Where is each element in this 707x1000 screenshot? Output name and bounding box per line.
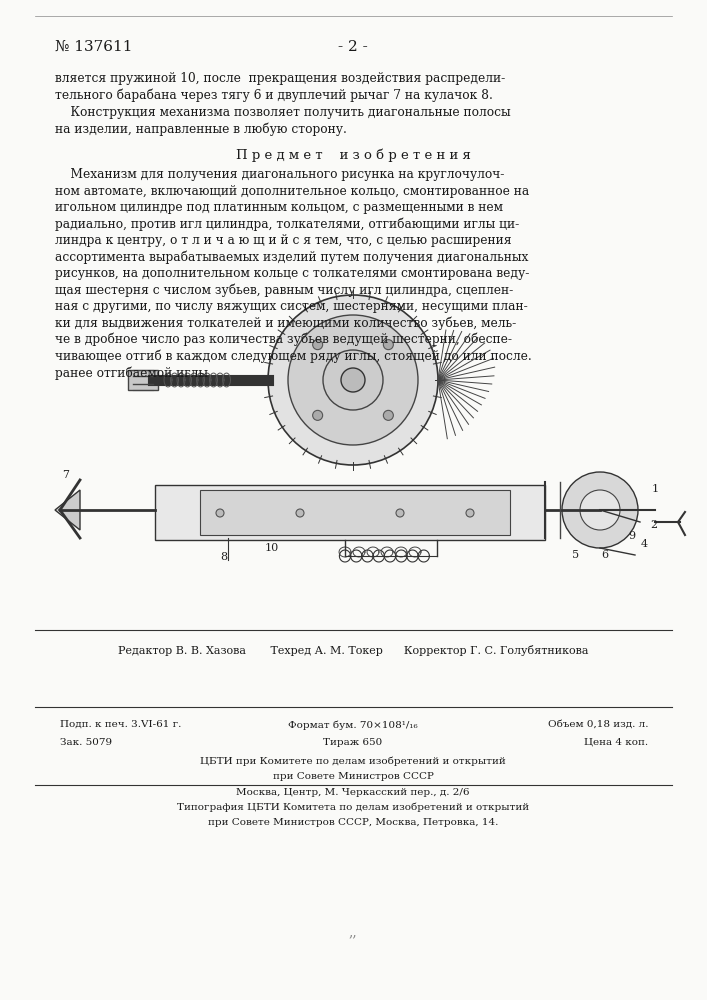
Text: Тираж 650: Тираж 650	[323, 738, 382, 747]
Text: 1: 1	[652, 484, 659, 494]
Text: Цена 4 коп.: Цена 4 коп.	[584, 738, 648, 747]
Text: ном автомате, включающий дополнительное кольцо, смонтированное на: ном автомате, включающий дополнительное …	[55, 184, 530, 198]
Bar	[200, 490, 510, 535]
Text: 6: 6	[601, 550, 608, 560]
Text: ки для выдвижения толкателей и имеющими количество зубьев, мель-: ки для выдвижения толкателей и имеющими …	[55, 316, 516, 330]
Text: при Совете Министров СССР, Москва, Петровка, 14.: при Совете Министров СССР, Москва, Петро…	[208, 818, 498, 827]
Text: № 137611: № 137611	[55, 40, 132, 54]
Text: ассортимента вырабатываемых изделий путем получения диагональных: ассортимента вырабатываемых изделий путе…	[55, 250, 528, 264]
Text: Москва, Центр, М. Черкасский пер., д. 2/6: Москва, Центр, М. Черкасский пер., д. 2/…	[236, 788, 469, 797]
Circle shape	[383, 340, 393, 350]
Circle shape	[396, 509, 404, 517]
Text: вляется пружиной 10, после  прекращения воздействия распредели-: вляется пружиной 10, после прекращения в…	[55, 72, 506, 85]
Circle shape	[562, 472, 638, 548]
Text: радиально, против игл цилиндра, толкателями, отгибающими иглы ци-: радиально, против игл цилиндра, толкател…	[55, 218, 519, 231]
Text: 8: 8	[220, 552, 227, 562]
Text: чивающее отгиб в каждом следующем ряду иглы, стоящей до или после.: чивающее отгиб в каждом следующем ряду и…	[55, 350, 532, 363]
Polygon shape	[55, 490, 80, 530]
Text: 9: 9	[628, 531, 635, 541]
Circle shape	[323, 350, 383, 410]
Text: игольном цилиндре под платинным кольцом, с размещенными в нем: игольном цилиндре под платинным кольцом,…	[55, 201, 503, 214]
Text: Механизм для получения диагонального рисунка на круглочулоч-: Механизм для получения диагонального рис…	[55, 168, 504, 181]
Text: ранее отгибаемой иглы: ранее отгибаемой иглы	[55, 366, 208, 379]
Text: тельного барабана через тягу 6 и двуплечий рычаг 7 на кулачок 8.: тельного барабана через тягу 6 и двуплеч…	[55, 89, 493, 103]
Circle shape	[466, 509, 474, 517]
Circle shape	[580, 490, 620, 530]
Text: 2: 2	[650, 520, 657, 530]
Circle shape	[312, 340, 322, 350]
Text: Конструкция механизма позволяет получить диагональные полосы: Конструкция механизма позволяет получить…	[55, 106, 510, 119]
Text: Редактор В. В. Хазова       Техред А. М. Токер      Корректор Г. С. Голубятников: Редактор В. В. Хазова Техред А. М. Токер…	[118, 645, 588, 656]
Text: Типография ЦБТИ Комитета по делам изобретений и открытий: Типография ЦБТИ Комитета по делам изобре…	[177, 802, 529, 812]
Text: щая шестерня с числом зубьев, равным числу игл цилиндра, сцеплен-: щая шестерня с числом зубьев, равным чис…	[55, 284, 513, 297]
Text: ,,: ,,	[349, 925, 357, 939]
Text: 4: 4	[641, 539, 648, 549]
Text: Формат бум. 70×108¹/₁₆: Формат бум. 70×108¹/₁₆	[288, 720, 418, 730]
Text: ная с другими, по числу вяжущих систем, шестернями, несущими план-: ная с другими, по числу вяжущих систем, …	[55, 300, 527, 313]
Text: ЦБТИ при Комитете по делам изобретений и открытий: ЦБТИ при Комитете по делам изобретений и…	[200, 756, 506, 766]
Text: 7: 7	[62, 470, 69, 480]
Circle shape	[341, 368, 365, 392]
Circle shape	[383, 410, 393, 420]
Bar	[128, 370, 158, 390]
Circle shape	[268, 295, 438, 465]
Text: рисунков, на дополнительном кольце с толкателями смонтирована веду-: рисунков, на дополнительном кольце с тол…	[55, 267, 530, 280]
Text: Объем 0,18 изд. л.: Объем 0,18 изд. л.	[547, 720, 648, 729]
Circle shape	[312, 410, 322, 420]
Circle shape	[288, 315, 418, 445]
Text: 10: 10	[265, 543, 279, 553]
Text: 5: 5	[572, 550, 579, 560]
Text: Зак. 5079: Зак. 5079	[60, 738, 112, 747]
Circle shape	[296, 509, 304, 517]
Text: че в дробное число раз количества зубьев ведущей шестерни, обеспе-: че в дробное число раз количества зубьев…	[55, 333, 512, 347]
Text: на изделии, направленные в любую сторону.: на изделии, направленные в любую сторону…	[55, 123, 347, 136]
Text: при Совете Министров СССР: при Совете Министров СССР	[273, 772, 433, 781]
Bar	[155, 485, 545, 540]
Text: Подп. к печ. 3.VI-61 г.: Подп. к печ. 3.VI-61 г.	[60, 720, 182, 729]
Circle shape	[216, 509, 224, 517]
Text: П р е д м е т    и з о б р е т е н и я: П р е д м е т и з о б р е т е н и я	[235, 148, 470, 161]
Text: линдра к центру, о т л и ч а ю щ и й с я тем, что, с целью расширения: линдра к центру, о т л и ч а ю щ и й с я…	[55, 234, 512, 247]
Text: - 2 -: - 2 -	[338, 40, 368, 54]
